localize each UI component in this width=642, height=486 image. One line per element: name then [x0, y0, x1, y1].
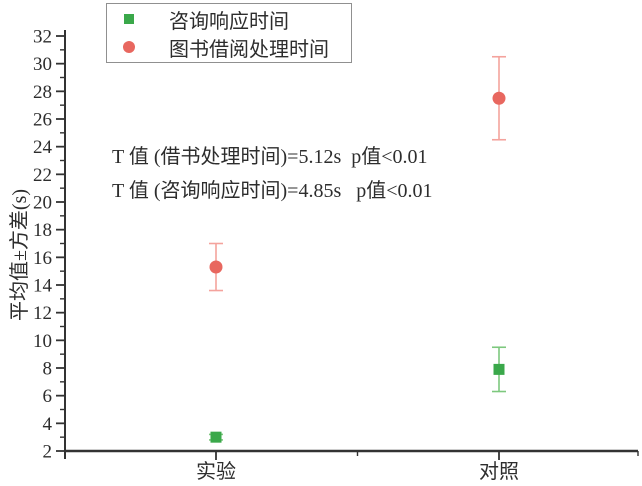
y-tick-label: 12 [33, 303, 52, 324]
x-tick-label: 对照 [479, 460, 519, 483]
y-axis-title: 平均值±方差(s) [9, 188, 31, 322]
y-tick-label: 16 [33, 248, 52, 269]
y-tick-label: 14 [33, 276, 53, 297]
y-tick-label: 32 [33, 27, 52, 48]
y-tick-label: 28 [33, 82, 52, 103]
data-point-marker [209, 260, 223, 274]
y-tick-label: 4 [43, 414, 53, 435]
annotation-t-value-borrow: T 值 (借书处理时间)=5.12s p值<0.01 [112, 146, 428, 168]
legend-item-borrow-time: 图书借阅处理时间 [107, 34, 351, 61]
y-tick-label: 10 [33, 331, 52, 352]
y-tick-label: 18 [33, 220, 52, 241]
legend-label: 图书借阅处理时间 [169, 38, 329, 61]
legend-item-response-time: 咨询响应时间 [107, 6, 351, 33]
data-point-marker [210, 431, 222, 443]
legend: 咨询响应时间 图书借阅处理时间 [106, 3, 352, 63]
legend-circle-marker-icon [121, 41, 137, 53]
y-tick-label: 6 [43, 386, 53, 407]
x-tick-label: 实验 [196, 460, 236, 483]
legend-label: 咨询响应时间 [169, 10, 289, 33]
y-tick-label: 2 [43, 442, 53, 463]
data-point-marker [493, 363, 505, 375]
y-tick-label: 30 [33, 54, 52, 75]
data-point-marker [492, 91, 506, 105]
y-tick-label: 8 [43, 359, 53, 380]
y-tick-label: 20 [33, 193, 52, 214]
y-tick-label: 26 [33, 110, 52, 131]
annotation-t-value-response: T 值 (咨询响应时间)=4.85s p值<0.01 [112, 180, 433, 202]
legend-square-marker-icon [121, 14, 137, 24]
y-tick-label: 22 [33, 165, 52, 186]
y-tick-label: 24 [33, 137, 53, 158]
